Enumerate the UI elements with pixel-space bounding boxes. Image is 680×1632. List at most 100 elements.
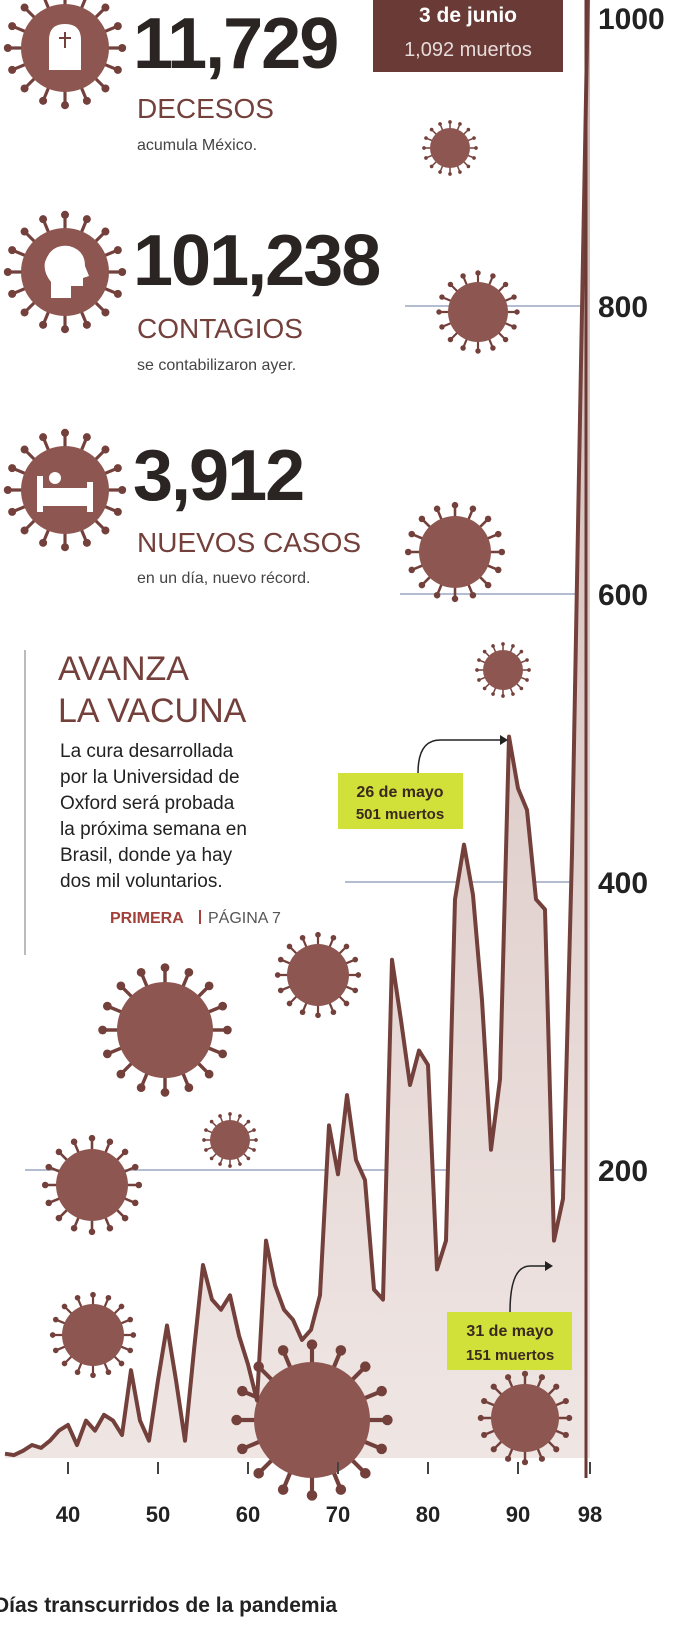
stat-note: acumula México. xyxy=(137,137,257,154)
virus-tip xyxy=(408,531,415,538)
stat-note: se contabilizaron ayer. xyxy=(137,357,296,374)
article-section[interactable]: PRIMERA xyxy=(110,910,184,927)
virus-tip xyxy=(75,1295,81,1301)
virus-tip xyxy=(204,1148,208,1152)
virus-tip xyxy=(491,1446,497,1452)
virus-tip xyxy=(21,4,29,12)
virus-tip xyxy=(8,508,16,516)
virus-tip xyxy=(39,539,47,547)
virus xyxy=(117,982,213,1078)
virus-tip xyxy=(252,1128,256,1132)
virus-tip xyxy=(434,505,441,512)
virus-tip xyxy=(315,932,321,938)
virus-tip xyxy=(458,122,462,126)
virus-tip xyxy=(511,692,515,696)
virus-tip xyxy=(278,1484,289,1495)
virus-tip xyxy=(117,982,126,991)
virus-tip xyxy=(344,944,350,950)
virus-tip xyxy=(101,228,109,236)
virus-tip xyxy=(405,549,412,556)
virus-tip xyxy=(352,988,358,994)
virus-tip xyxy=(275,972,281,978)
article-title: LA VACUNA xyxy=(58,692,247,730)
virus-tip xyxy=(470,505,477,512)
virus-tip xyxy=(505,1374,511,1380)
virus-tip xyxy=(101,84,109,92)
virus-tip xyxy=(315,1012,321,1018)
virus-tip xyxy=(430,165,434,169)
decoration xyxy=(4,0,126,551)
virus-tip xyxy=(210,1120,214,1124)
virus-tip xyxy=(485,582,492,589)
virus-tip xyxy=(83,433,91,441)
arrow-head xyxy=(500,735,508,745)
virus-tip xyxy=(499,549,506,556)
article-body: la próxima semana en xyxy=(60,819,247,840)
virus-tip xyxy=(448,172,452,176)
stat-number: 3,912 xyxy=(133,436,303,516)
virus-tip xyxy=(254,1138,258,1142)
virus-tip xyxy=(161,1088,170,1097)
virus-tip xyxy=(490,345,495,350)
virus-tip xyxy=(439,294,444,299)
virus-tip xyxy=(114,508,122,516)
virus-tip xyxy=(119,1361,125,1367)
virus-tip xyxy=(228,1164,232,1168)
stat-label: DECESOS xyxy=(137,93,274,124)
virus-tip xyxy=(202,1138,206,1142)
virus-tip xyxy=(114,246,122,254)
virus-tip xyxy=(477,658,481,662)
virus-tip xyxy=(307,1339,318,1350)
virus-tip xyxy=(539,1456,545,1462)
virus-tip xyxy=(21,84,29,92)
stat-note: en un día, nuevo récord. xyxy=(137,570,310,587)
virus-tip xyxy=(21,308,29,316)
virus-tip xyxy=(467,165,471,169)
article-page[interactable]: PÁGINA 7 xyxy=(208,908,281,927)
virus-tip xyxy=(475,270,480,275)
virus-tip xyxy=(117,1070,126,1079)
virus-tip xyxy=(238,1114,242,1118)
x-axis-label: Días transcurridos de la pandemia xyxy=(0,1594,337,1617)
annotation-date: 26 de mayo xyxy=(356,784,443,801)
virus-tip xyxy=(331,1009,337,1015)
virus-tip xyxy=(83,97,91,105)
virus-tip xyxy=(61,211,69,219)
virus-tip xyxy=(563,1432,569,1438)
virus-tip xyxy=(136,1182,143,1189)
virus-tip xyxy=(253,1468,264,1479)
icon-bed-leg xyxy=(37,476,43,512)
callout-date: 3 de junio xyxy=(419,4,517,27)
virus-tip xyxy=(511,294,516,299)
virus-tip xyxy=(39,433,47,441)
virus-tip xyxy=(475,668,479,672)
virus-tip xyxy=(130,1332,136,1338)
virus-tip xyxy=(101,308,109,316)
virus-tip xyxy=(71,1225,78,1232)
virus-tip xyxy=(472,136,476,140)
virus-tip xyxy=(287,1001,293,1007)
virus-tip xyxy=(278,957,284,963)
x-tick-label: 60 xyxy=(236,1502,260,1527)
virus-tip xyxy=(53,1348,59,1354)
virus-tip xyxy=(228,1112,232,1116)
virus-tip xyxy=(83,215,91,223)
virus-tip xyxy=(278,1345,289,1356)
virus-tip xyxy=(408,567,415,574)
virus-tip xyxy=(98,1026,107,1035)
virus-tip xyxy=(21,526,29,534)
virus-tip xyxy=(4,486,12,494)
x-tick-label: 90 xyxy=(506,1502,530,1527)
icon-bed xyxy=(37,488,93,506)
virus xyxy=(491,1384,559,1452)
virus-tip xyxy=(61,101,69,109)
virus-tip xyxy=(481,1432,487,1438)
x-tick-label: 50 xyxy=(146,1502,170,1527)
virus-tip xyxy=(331,935,337,941)
virus-tip xyxy=(50,1332,56,1338)
virus-tip xyxy=(4,268,12,276)
virus-tip xyxy=(522,1371,528,1377)
virus-tip xyxy=(21,446,29,454)
virus-tip xyxy=(344,1001,350,1007)
virus-tip xyxy=(511,324,516,329)
